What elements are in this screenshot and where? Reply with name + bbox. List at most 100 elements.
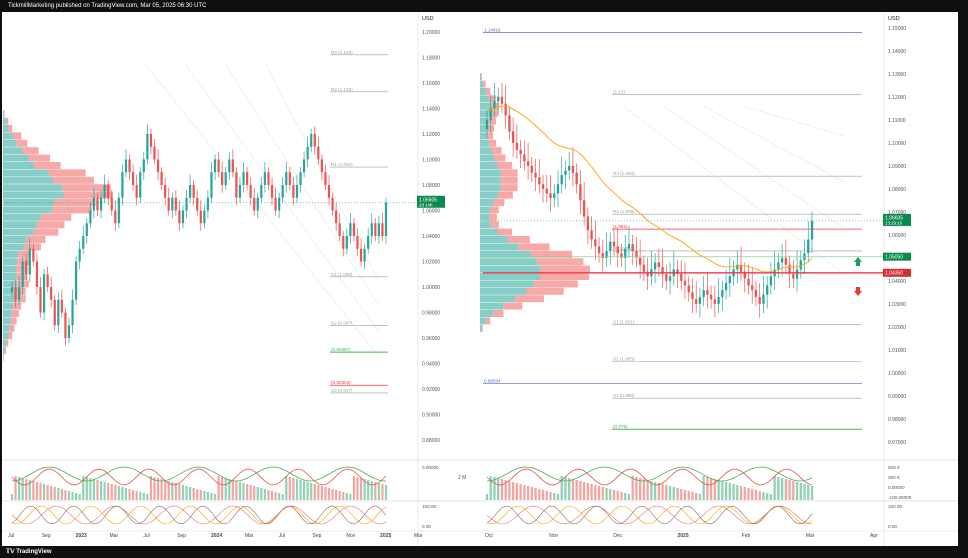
volume-bar bbox=[370, 481, 373, 500]
x-tick-label: Mar bbox=[110, 533, 119, 539]
volume-bar bbox=[171, 482, 174, 500]
candle-body bbox=[199, 210, 202, 224]
volume-bar bbox=[345, 493, 348, 500]
volume-bar bbox=[228, 479, 231, 500]
y-tick-label: 1.01000 bbox=[888, 348, 906, 354]
y-tick-label: 1.14000 bbox=[422, 106, 440, 112]
volume-profile-bar bbox=[15, 287, 26, 295]
candle-body bbox=[217, 159, 220, 173]
y-tick-label: 0.98000 bbox=[888, 417, 906, 423]
volume-bar bbox=[795, 482, 799, 500]
level-label: S2 (0.987) bbox=[331, 320, 353, 325]
volume-profile-bar bbox=[497, 228, 512, 236]
indicator-line bbox=[11, 466, 387, 482]
candle-body bbox=[739, 264, 743, 272]
volume-bar bbox=[167, 481, 170, 500]
volume-profile-bar bbox=[53, 199, 96, 206]
candle-body bbox=[185, 197, 188, 211]
volume-profile-bar bbox=[480, 73, 482, 81]
volume-profile-bar bbox=[480, 213, 490, 221]
volume-bar bbox=[597, 486, 601, 500]
candle-body bbox=[766, 285, 769, 295]
candle-body bbox=[103, 184, 106, 198]
candle-body bbox=[586, 216, 590, 231]
volume-bar bbox=[556, 494, 560, 500]
volume-bar bbox=[605, 488, 608, 500]
volume-profile-bar bbox=[3, 147, 23, 155]
volume-bar bbox=[500, 479, 504, 500]
volume-profile-bar bbox=[480, 236, 508, 243]
marker-badge-label: 1.04350 bbox=[885, 271, 903, 277]
arrow-down-icon bbox=[854, 287, 862, 296]
candle-body bbox=[356, 236, 359, 249]
volume-bar bbox=[299, 480, 302, 500]
volume-profile-bar bbox=[3, 228, 34, 236]
y-tick-label: 1.15000 bbox=[888, 26, 906, 32]
volume-bar bbox=[698, 494, 702, 500]
volume-bar bbox=[784, 479, 788, 500]
volume-bar bbox=[639, 478, 642, 500]
candle-body bbox=[676, 269, 679, 274]
volume-tick-label: 0.00000 bbox=[888, 485, 905, 490]
candle-body bbox=[53, 299, 56, 326]
volume-profile-bar bbox=[526, 287, 564, 295]
volume-bar bbox=[263, 489, 266, 500]
volume-bar bbox=[657, 483, 660, 500]
price-badge bbox=[883, 213, 911, 226]
candle-body bbox=[235, 172, 238, 198]
candle-body bbox=[135, 184, 138, 198]
volume-bar bbox=[653, 482, 657, 500]
x-tick-label: Nov bbox=[549, 533, 558, 539]
trend-channel-line bbox=[742, 105, 845, 137]
volume-bar bbox=[342, 492, 345, 500]
volume-bar bbox=[489, 476, 492, 500]
candle-body bbox=[345, 236, 348, 249]
volume-profile-bar bbox=[480, 258, 537, 266]
y-tick-label: 1.20000 bbox=[422, 30, 440, 36]
x-tick-label: Sep bbox=[177, 533, 186, 539]
volume-profile-bar bbox=[8, 332, 13, 340]
candle-body bbox=[616, 246, 619, 254]
volume-profile-bar bbox=[3, 287, 16, 295]
candle-body bbox=[594, 239, 597, 247]
volume-bar bbox=[64, 490, 67, 500]
candle-body bbox=[646, 271, 649, 277]
volume-bar bbox=[302, 481, 306, 500]
level-label: R2 (1.153) bbox=[331, 87, 353, 92]
y-tick-label: 0.92000 bbox=[422, 387, 440, 393]
volume-profile-bar bbox=[480, 80, 484, 88]
candle-body bbox=[541, 184, 545, 189]
candle-body bbox=[695, 299, 698, 304]
candle-body bbox=[18, 287, 21, 300]
volume-profile-bar bbox=[533, 280, 578, 288]
candle-body bbox=[751, 285, 754, 291]
volume-bar bbox=[103, 482, 106, 500]
volume-bar bbox=[549, 492, 552, 500]
volume-profile-bar bbox=[480, 184, 501, 192]
volume-tick-label: 250 K bbox=[888, 475, 901, 480]
volume-profile-bar bbox=[3, 302, 14, 310]
volume-profile-bar bbox=[28, 154, 51, 162]
x-tick-label: Feb bbox=[742, 533, 751, 539]
oscillator-line bbox=[486, 505, 813, 525]
candle-body bbox=[627, 244, 631, 249]
volume-profile-bar bbox=[497, 162, 512, 169]
level-label: 0.99534 bbox=[484, 379, 501, 384]
volume-bar bbox=[267, 490, 270, 500]
candle-body bbox=[82, 236, 85, 249]
volume-profile-bar bbox=[3, 110, 4, 118]
candle-body bbox=[142, 159, 145, 173]
volume-bar bbox=[32, 481, 35, 500]
volume-bar bbox=[60, 489, 63, 500]
candle-body bbox=[721, 290, 724, 297]
volume-bar bbox=[185, 486, 188, 500]
candle-body bbox=[560, 175, 563, 185]
volume-profile-bar bbox=[5, 117, 9, 125]
candle-body bbox=[605, 250, 608, 258]
candle-body bbox=[188, 184, 192, 198]
candle-body bbox=[210, 172, 213, 198]
volume-bar bbox=[777, 477, 780, 500]
volume-bar bbox=[568, 478, 571, 500]
candle-body bbox=[174, 197, 177, 211]
